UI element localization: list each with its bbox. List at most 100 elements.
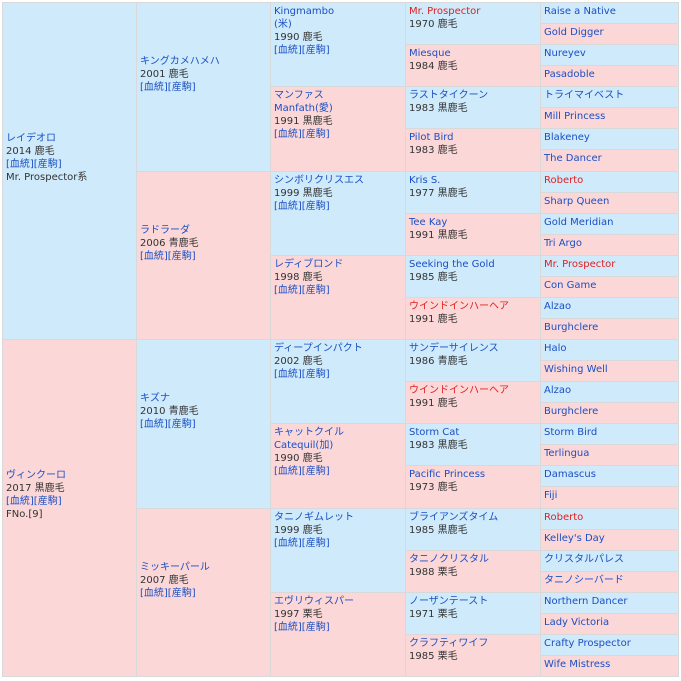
gen5-cell: Blakeney xyxy=(540,128,679,150)
pedigree-progeny-links[interactable]: [血統][産駒] xyxy=(140,419,196,430)
horse-name-link[interactable]: レディブロンド xyxy=(274,259,344,270)
horse-name-link[interactable]: クリスタルパレス xyxy=(544,554,624,565)
horse-name-link[interactable]: タニノシーバード xyxy=(544,575,624,586)
pedigree-progeny-links[interactable]: [血統][産駒] xyxy=(274,45,330,56)
horse-name-link[interactable]: ディープインパクト xyxy=(274,343,363,354)
gen5-cell: Kelley's Day xyxy=(540,529,679,551)
horse-name-link[interactable]: Halo xyxy=(544,343,567,354)
horse-name-link[interactable]: ブライアンズタイム xyxy=(409,512,499,523)
horse-name-link[interactable]: Gold Digger xyxy=(544,27,604,38)
pedigree-progeny-links[interactable]: [血統][産駒] xyxy=(274,538,330,549)
horse-name-link[interactable]: Lady Victoria xyxy=(544,617,610,628)
horse-name-link[interactable]: ノーザンテースト xyxy=(409,596,489,607)
gen5-cell: Northern Dancer xyxy=(540,592,679,614)
horse-name-link[interactable]: Storm Bird xyxy=(544,427,598,438)
horse-name-link[interactable]: タニノギムレット xyxy=(274,512,354,523)
horse-name-link[interactable]: トライマイベスト xyxy=(544,90,625,101)
horse-name-link[interactable]: Terlingua xyxy=(544,448,590,459)
horse-name-link[interactable]: Gold Meridian xyxy=(544,217,614,228)
gen5-cell: クリスタルパレス xyxy=(540,550,679,572)
horse-name-link[interactable]: Con Game xyxy=(544,280,597,291)
horse-name-link[interactable]: マンファス xyxy=(274,90,324,101)
pedigree-progeny-links[interactable]: [血統][産駒] xyxy=(140,82,196,93)
horse-name-link[interactable]: レイデオロ xyxy=(6,133,56,144)
horse-name-link[interactable]: サンデーサイレンス xyxy=(409,343,499,354)
horse-name-link[interactable]: Blakeney xyxy=(544,132,590,143)
horse-name-link[interactable]: Wishing Well xyxy=(544,364,608,375)
horse-name-link[interactable]: Alzao xyxy=(544,301,572,312)
horse-origin-link[interactable]: Catequil(加) xyxy=(274,440,334,451)
year-color: 2001 鹿毛 xyxy=(140,69,189,80)
horse-name-link[interactable]: Crafty Prospector xyxy=(544,638,631,649)
horse-name-link[interactable]: ラドラーダ xyxy=(140,225,190,236)
horse-name-link[interactable]: Kingmambo xyxy=(274,6,335,17)
gen5-cell: Raise a Native xyxy=(540,2,679,24)
horse-name-link[interactable]: Miesque xyxy=(409,48,451,59)
horse-name-link[interactable]: シンボリクリスエス xyxy=(274,175,364,186)
horse-name-link[interactable]: エヴリウィスパー xyxy=(274,596,354,607)
horse-name-link[interactable]: Mr. Prospector xyxy=(544,259,616,270)
horse-name-link[interactable]: Nureyev xyxy=(544,48,586,59)
pedigree-progeny-links[interactable]: [血統][産駒] xyxy=(274,466,330,477)
horse-name-link[interactable]: Fiji xyxy=(544,490,558,501)
year-color: 1983 黒鹿毛 xyxy=(409,103,468,114)
horse-name-link[interactable]: Wife Mistress xyxy=(544,659,611,670)
horse-name-link[interactable]: Sharp Queen xyxy=(544,196,610,207)
horse-name-link[interactable]: タニノクリスタル xyxy=(409,554,489,565)
horse-name-link[interactable]: Burghclere xyxy=(544,322,599,333)
horse-name-link[interactable]: ヴィンクーロ xyxy=(6,470,66,481)
year-color: 1998 鹿毛 xyxy=(274,272,323,283)
horse-name-link[interactable]: Damascus xyxy=(544,469,596,480)
year-color: 1977 黒鹿毛 xyxy=(409,188,468,199)
gen5-cell: Mr. Prospector xyxy=(540,255,679,277)
horse-name-link[interactable]: ウインドインハーヘア xyxy=(409,301,509,312)
gen5-cell: Damascus xyxy=(540,465,679,487)
horse-name-link[interactable]: Roberto xyxy=(544,512,584,523)
pedigree-progeny-links[interactable]: [血統][産駒] xyxy=(274,201,330,212)
horse-name-link[interactable]: Pasadoble xyxy=(544,69,595,80)
pedigree-progeny-links[interactable]: [血統][産駒] xyxy=(6,159,62,170)
gen4-cell: タニノクリスタル 1988 栗毛 xyxy=(405,550,541,593)
horse-name-link[interactable]: Tri Argo xyxy=(544,238,582,249)
horse-name-link[interactable]: ラストタイクーン xyxy=(409,90,489,101)
horse-name-link[interactable]: ミッキーパール xyxy=(140,562,210,573)
horse-name-link[interactable]: キズナ xyxy=(140,393,170,404)
horse-name-link[interactable]: キングカメハメハ xyxy=(140,56,220,67)
gen5-cell: The Dancer xyxy=(540,149,679,172)
horse-name-link[interactable]: Storm Cat xyxy=(409,427,460,438)
pedigree-progeny-links[interactable]: [血統][産駒] xyxy=(274,129,330,140)
year-color: 1984 鹿毛 xyxy=(409,61,458,72)
horse-name-link[interactable]: クラフティワイフ xyxy=(409,638,489,649)
pedigree-progeny-links[interactable]: [血統][産駒] xyxy=(140,588,196,599)
horse-name-link[interactable]: Raise a Native xyxy=(544,6,616,17)
horse-name-link[interactable]: キャットクイル xyxy=(274,427,344,438)
horse-origin-link[interactable]: (米) xyxy=(274,19,292,30)
horse-name-link[interactable]: Roberto xyxy=(544,175,584,186)
horse-name-link[interactable]: Mr. Prospector xyxy=(409,6,481,17)
gen4-cell: Seeking the Gold 1985 鹿毛 xyxy=(405,255,541,298)
horse-name-link[interactable]: Northern Dancer xyxy=(544,596,628,607)
horse-name-link[interactable]: Kris S. xyxy=(409,175,441,186)
horse-name-link[interactable]: Tee Kay xyxy=(409,217,448,228)
horse-name-link[interactable]: Burghclere xyxy=(544,406,599,417)
pedigree-progeny-links[interactable]: [血統][産駒] xyxy=(274,622,330,633)
horse-name-link[interactable]: Alzao xyxy=(544,385,572,396)
year-color: 1986 青鹿毛 xyxy=(409,356,468,367)
horse-name-link[interactable]: Pacific Princess xyxy=(409,469,486,480)
gen5-cell: Halo xyxy=(540,339,679,361)
horse-name-link[interactable]: Kelley's Day xyxy=(544,533,605,544)
horse-name-link[interactable]: ウインドインハーヘア xyxy=(409,385,509,396)
horse-name-link[interactable]: The Dancer xyxy=(544,153,602,164)
gen4-cell: Miesque 1984 鹿毛 xyxy=(405,44,541,87)
pedigree-progeny-links[interactable]: [血統][産駒] xyxy=(274,369,330,380)
horse-name-link[interactable]: Seeking the Gold xyxy=(409,259,495,270)
horse-name-link[interactable]: Pilot Bird xyxy=(409,132,454,143)
pedigree-progeny-links[interactable]: [血統][産駒] xyxy=(140,251,196,262)
year-color: 1991 黒鹿毛 xyxy=(409,230,468,241)
dam-cell: ヴィンクーロ 2017 黒鹿毛 [血統][産駒] FNo.[9] xyxy=(2,339,137,677)
pedigree-progeny-links[interactable]: [血統][産駒] xyxy=(6,496,62,507)
gen5-cell: Gold Meridian xyxy=(540,213,679,235)
horse-origin-link[interactable]: Manfath(愛) xyxy=(274,103,333,114)
pedigree-progeny-links[interactable]: [血統][産駒] xyxy=(274,285,330,296)
horse-name-link[interactable]: Mill Princess xyxy=(544,111,606,122)
